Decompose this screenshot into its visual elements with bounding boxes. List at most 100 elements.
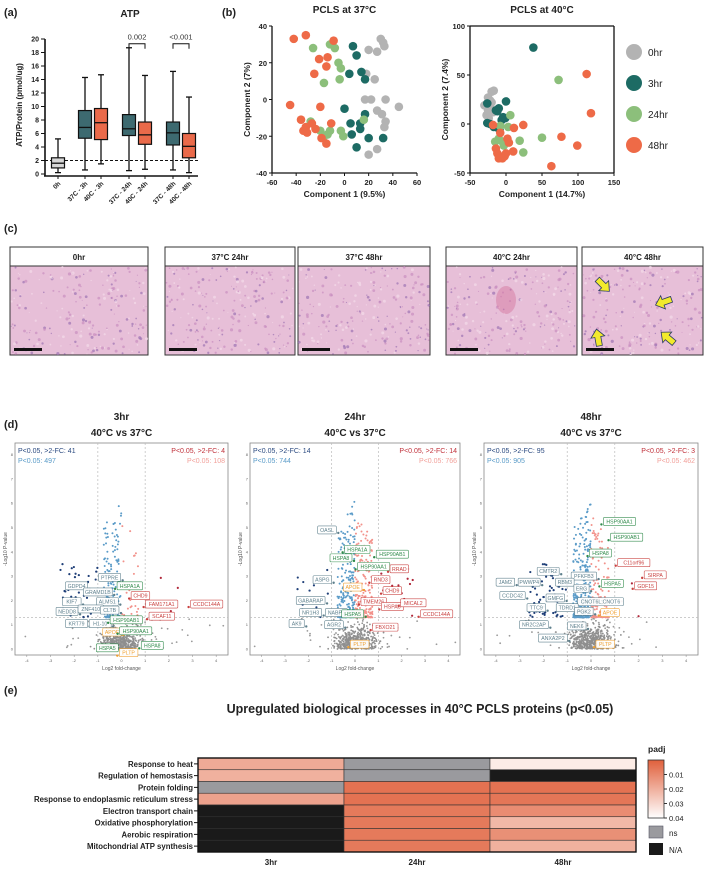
x-axis-label: Log2 fold-change	[102, 666, 141, 672]
tissue-texture	[10, 325, 12, 327]
point-up	[365, 612, 368, 615]
point-ns	[592, 621, 594, 624]
point-down	[116, 535, 119, 538]
gene-point	[305, 625, 308, 628]
tissue-texture	[531, 281, 534, 284]
gene-label: HSP90AA1	[600, 517, 636, 526]
histology-image	[164, 265, 296, 356]
point-ns	[568, 644, 571, 647]
point-ns	[117, 636, 120, 639]
tissue-texture	[565, 320, 568, 323]
point-ns	[135, 640, 138, 642]
tissue-texture	[29, 269, 33, 273]
colorbar-tick-label: 0.03	[669, 800, 684, 809]
point-ns	[128, 640, 131, 643]
pca-point-3hr	[355, 124, 365, 134]
point-ns	[569, 637, 572, 640]
tissue-texture	[640, 296, 644, 300]
tissue-texture	[491, 268, 495, 272]
pca-point-48hr	[285, 100, 295, 110]
point-up	[354, 595, 357, 598]
tissue-texture	[102, 284, 104, 286]
point-ns	[345, 632, 348, 635]
tissue-texture	[258, 284, 261, 287]
y-tick-label: 2	[480, 598, 483, 603]
tissue-texture	[239, 338, 243, 342]
gene-label: HSPA1A	[113, 581, 143, 591]
x-tick-label: 3	[191, 658, 194, 663]
gene-point	[641, 576, 644, 580]
tissue-texture	[606, 274, 609, 277]
tissue-texture	[592, 288, 595, 291]
gene-label-box	[83, 587, 113, 597]
tissue-texture	[396, 282, 399, 285]
point-down	[581, 536, 584, 539]
tissue-texture	[477, 290, 480, 293]
tissue-texture	[67, 311, 70, 314]
point-ns	[366, 621, 369, 624]
histology-image	[445, 265, 578, 356]
point-up	[370, 584, 373, 587]
pca-point-3hr	[482, 99, 492, 108]
tissue-texture	[352, 342, 354, 345]
point-ns	[339, 637, 342, 640]
point-ns	[638, 638, 641, 641]
tissue-texture	[26, 332, 28, 334]
tissue-texture	[688, 292, 692, 296]
point-down-fc	[87, 574, 90, 578]
point-ns	[72, 637, 74, 640]
tissue-texture	[142, 281, 145, 285]
tissue-texture	[176, 298, 179, 301]
tissue-texture	[417, 334, 420, 337]
tissue-texture	[45, 307, 48, 309]
point-ns	[594, 636, 597, 639]
point-down	[114, 545, 117, 548]
tissue-texture	[81, 299, 83, 301]
tissue-texture	[202, 344, 206, 347]
point-up	[590, 588, 593, 591]
tissue-texture	[177, 343, 180, 346]
pca-point-3hr	[364, 133, 373, 143]
gene-point	[515, 583, 518, 587]
tissue-texture	[197, 339, 199, 341]
point-ns	[371, 631, 374, 634]
tissue-texture	[75, 275, 78, 279]
tissue-texture	[233, 299, 236, 302]
tissue-texture	[620, 310, 624, 314]
heatmap-cell	[489, 828, 637, 841]
point-down	[581, 560, 584, 563]
tissue-texture	[605, 299, 608, 302]
tissue-texture	[193, 322, 197, 326]
point-ns	[353, 632, 356, 634]
tissue-texture	[310, 336, 314, 340]
point-down	[117, 558, 120, 561]
tissue-texture	[81, 318, 85, 322]
tissue-texture	[29, 329, 31, 332]
point-ns	[343, 636, 346, 638]
tissue-texture	[543, 290, 545, 293]
point-up	[367, 584, 370, 587]
point-down	[352, 541, 355, 544]
point-ns	[208, 624, 211, 627]
x-tick-label: -4	[494, 658, 498, 663]
tissue-texture	[547, 274, 550, 277]
pca-point-0hr	[366, 95, 376, 104]
tissue-texture	[28, 331, 31, 334]
tissue-texture	[365, 304, 368, 306]
tissue-texture	[505, 349, 509, 352]
tissue-texture	[302, 327, 304, 329]
point-down	[587, 528, 590, 531]
point-ns	[361, 636, 363, 639]
y-tick-label: 0	[246, 647, 249, 652]
tissue-texture	[649, 300, 652, 302]
point-ns	[127, 641, 130, 644]
y-axis-label: ATP/Protein (pmol/ug)	[15, 63, 24, 147]
tissue-texture	[629, 277, 633, 281]
point-up-fc	[630, 582, 634, 585]
y-tick-label: 7	[480, 476, 483, 481]
tissue-texture	[213, 295, 216, 299]
point-ns	[579, 630, 582, 633]
point-down	[353, 500, 356, 503]
point-up	[136, 565, 139, 568]
